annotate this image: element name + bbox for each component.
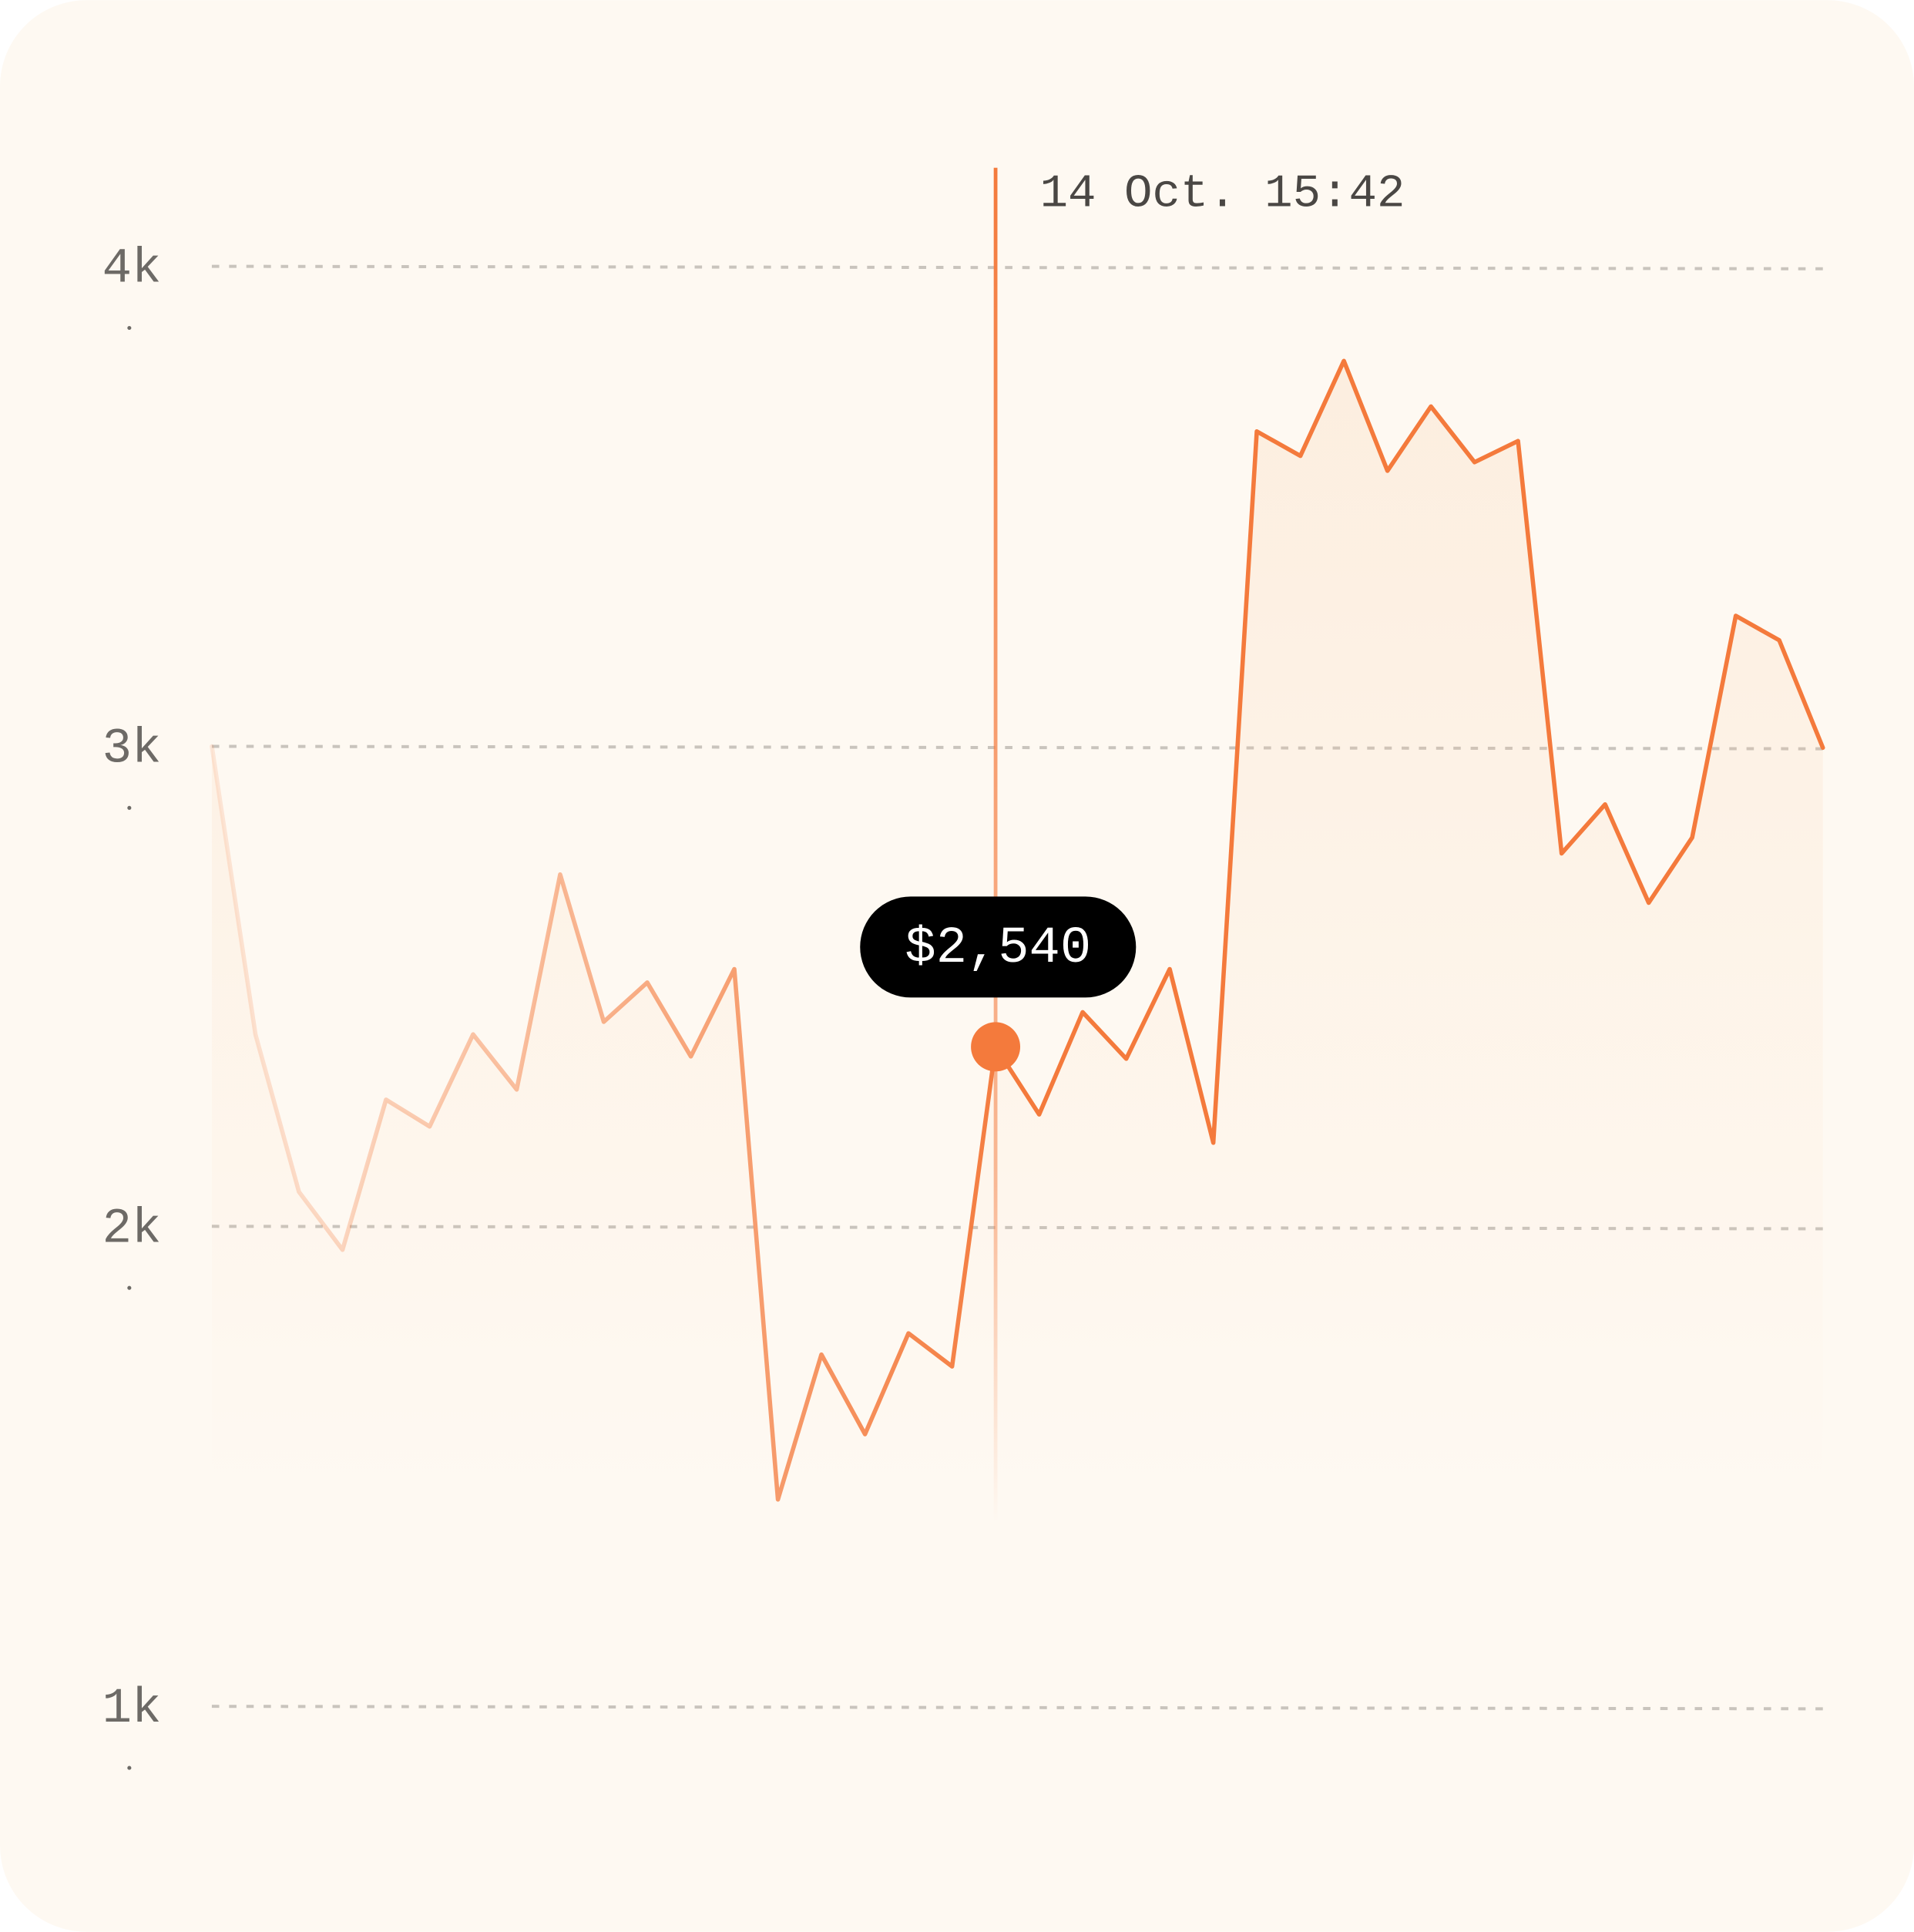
cursor-line: [993, 167, 998, 1524]
y-tick-label: 4k: [102, 242, 162, 297]
cursor-date: 14 Oct. 15:42: [1040, 167, 1405, 220]
y-tick-dot: [127, 325, 132, 331]
area: [211, 361, 1823, 1500]
y-tick-dot: [127, 1285, 132, 1290]
y-tick-label: 3k: [102, 722, 162, 778]
tooltip-box: [860, 896, 1137, 998]
cursor-point: [971, 1022, 1021, 1072]
y-tick-label: 1k: [102, 1682, 162, 1737]
line: [210, 358, 1825, 1502]
y-tick-dot: [127, 1766, 132, 1770]
y-tick-dot: [127, 805, 132, 810]
tooltip-value: $2,540: [905, 919, 1091, 978]
y-tick-label: 2k: [102, 1201, 162, 1257]
